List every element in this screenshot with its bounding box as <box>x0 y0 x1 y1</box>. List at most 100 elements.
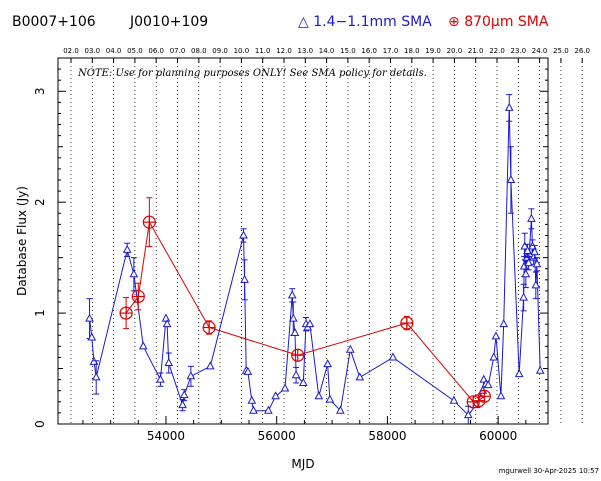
top-axis-tick-label: 18.0 <box>404 47 420 55</box>
data-point-triangle <box>346 344 355 353</box>
x-axis-label: MJD <box>291 457 314 471</box>
data-point-triangle <box>449 395 459 404</box>
data-point-triangle <box>527 213 536 222</box>
data-point-triangle <box>264 405 273 414</box>
data-point-circled-plus <box>119 306 133 320</box>
data-point-triangle <box>280 383 290 392</box>
data-point-triangle <box>186 371 196 380</box>
data-point-triangle <box>336 405 345 414</box>
series-line-0 <box>89 107 541 416</box>
x-tick-label: 56000 <box>258 429 296 443</box>
data-point-triangle <box>531 280 541 289</box>
data-layer <box>85 94 545 425</box>
y-axis-label: Database Flux (Jy) <box>15 186 29 296</box>
top-axis-tick-label: 12.0 <box>276 47 292 55</box>
top-axis-tick-label: 09.0 <box>212 47 228 55</box>
data-point-triangle <box>514 369 524 378</box>
data-point-triangle <box>161 313 171 322</box>
data-point-triangle <box>162 319 172 328</box>
top-axis-tick-label: 26.0 <box>574 47 590 55</box>
legend-blue: △ 1.4−1.1mm SMA <box>298 14 432 30</box>
data-point-triangle <box>506 174 516 183</box>
data-point-triangle <box>483 380 493 389</box>
data-point-triangle <box>489 352 499 361</box>
data-point-triangle <box>271 391 280 400</box>
data-point-triangle <box>504 102 514 111</box>
y-tick-label: 3 <box>33 87 47 95</box>
data-point-triangle <box>535 365 545 374</box>
top-axis-tick-label: 05.0 <box>127 47 143 55</box>
data-point-triangle <box>240 274 249 283</box>
data-point-triangle <box>491 331 501 340</box>
top-axis-tick-label: 04.0 <box>106 47 122 55</box>
x-tick-label: 60000 <box>479 429 517 443</box>
top-axis-tick-label: 17.0 <box>383 47 399 55</box>
data-point-triangle <box>520 241 530 250</box>
data-point-triangle <box>532 259 542 268</box>
data-point-triangle <box>91 372 101 381</box>
top-axis-tick-label: 24.0 <box>532 47 548 55</box>
data-point-triangle <box>314 391 324 400</box>
data-point-triangle <box>164 357 174 366</box>
data-point-triangle <box>325 394 335 403</box>
footer-credit: mgurwell 30-Apr-2025 10:57 <box>498 467 599 475</box>
data-point-triangle <box>290 328 300 337</box>
data-point-triangle <box>239 230 248 239</box>
top-axis-tick-label: 21.0 <box>468 47 484 55</box>
data-point-triangle <box>388 352 398 361</box>
source-name-alias: J0010+109 <box>130 14 209 30</box>
data-point-circled-plus <box>202 320 216 335</box>
top-axis-tick-label: 23.0 <box>511 47 527 55</box>
top-axis-tick-label: 03.0 <box>85 47 101 55</box>
top-axis-tick-label: 20.0 <box>447 47 463 55</box>
plot-frame <box>57 57 549 425</box>
top-axis-tick-label: 07.0 <box>170 47 186 55</box>
top-axis-tick-label: 22.0 <box>489 47 505 55</box>
top-axis-tick-label: 13.0 <box>298 47 314 55</box>
data-point-triangle <box>122 244 132 253</box>
data-point-triangle <box>305 319 315 328</box>
data-point-triangle <box>247 395 257 404</box>
data-point-triangle <box>523 245 532 254</box>
legend-blue-label: 1.4−1.1mm SMA <box>313 14 432 30</box>
x-tick-label: 58000 <box>368 429 406 443</box>
top-axis-tick-label: 11.0 <box>255 47 271 55</box>
data-point-triangle <box>496 391 506 400</box>
y-tick-label: 0 <box>33 420 47 428</box>
top-axis-tick-label: 10.0 <box>234 47 250 55</box>
data-point-triangle <box>524 258 533 267</box>
data-point-triangle <box>521 269 531 278</box>
data-point-triangle <box>178 400 187 409</box>
data-point-triangle <box>323 359 332 368</box>
data-point-triangle <box>205 361 215 370</box>
top-axis-tick-label: 06.0 <box>148 47 164 55</box>
data-point-triangle <box>291 370 301 379</box>
y-tick-label: 1 <box>33 309 47 317</box>
top-axis-tick-label: 14.0 <box>319 47 335 55</box>
data-point-triangle <box>179 390 189 399</box>
data-point-triangle <box>129 269 139 278</box>
data-point-circled-plus <box>142 215 156 229</box>
legend-red-label: 870μm SMA <box>464 14 549 30</box>
data-point-circled-plus <box>400 316 414 330</box>
data-point-triangle <box>288 313 298 322</box>
top-axis-tick-label: 25.0 <box>553 47 569 55</box>
chart-note: NOTE: Use for planning purposes ONLY! Se… <box>77 68 427 79</box>
data-point-triangle <box>499 319 509 328</box>
data-point-triangle <box>156 374 165 383</box>
top-axis-tick-label: 16.0 <box>361 47 377 55</box>
data-point-circled-plus <box>131 289 145 304</box>
y-tick-label: 2 <box>33 198 47 206</box>
data-point-triangle <box>355 372 365 381</box>
data-point-triangle <box>138 341 148 350</box>
top-axis-tick-label: 02.0 <box>63 47 79 55</box>
source-name-primary: B0007+106 <box>12 14 96 30</box>
data-point-triangle <box>298 377 308 386</box>
data-point-triangle <box>243 366 253 375</box>
data-point-triangle <box>287 290 297 299</box>
data-point-triangle <box>87 332 97 341</box>
x-tick-label: 54000 <box>147 429 185 443</box>
data-point-circled-plus <box>477 389 491 403</box>
data-point-triangle <box>463 410 473 419</box>
